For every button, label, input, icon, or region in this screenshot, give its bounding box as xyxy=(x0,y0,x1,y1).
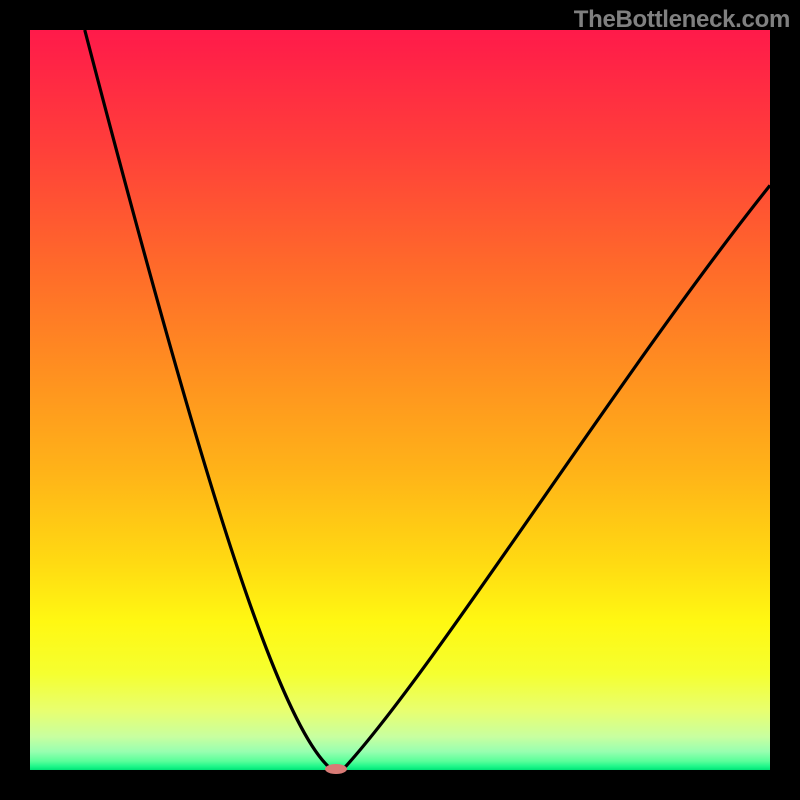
dip-marker xyxy=(325,764,347,774)
chart-container: TheBottleneck.com xyxy=(0,0,800,800)
watermark-label: TheBottleneck.com xyxy=(574,6,790,34)
plot-area xyxy=(30,30,770,770)
